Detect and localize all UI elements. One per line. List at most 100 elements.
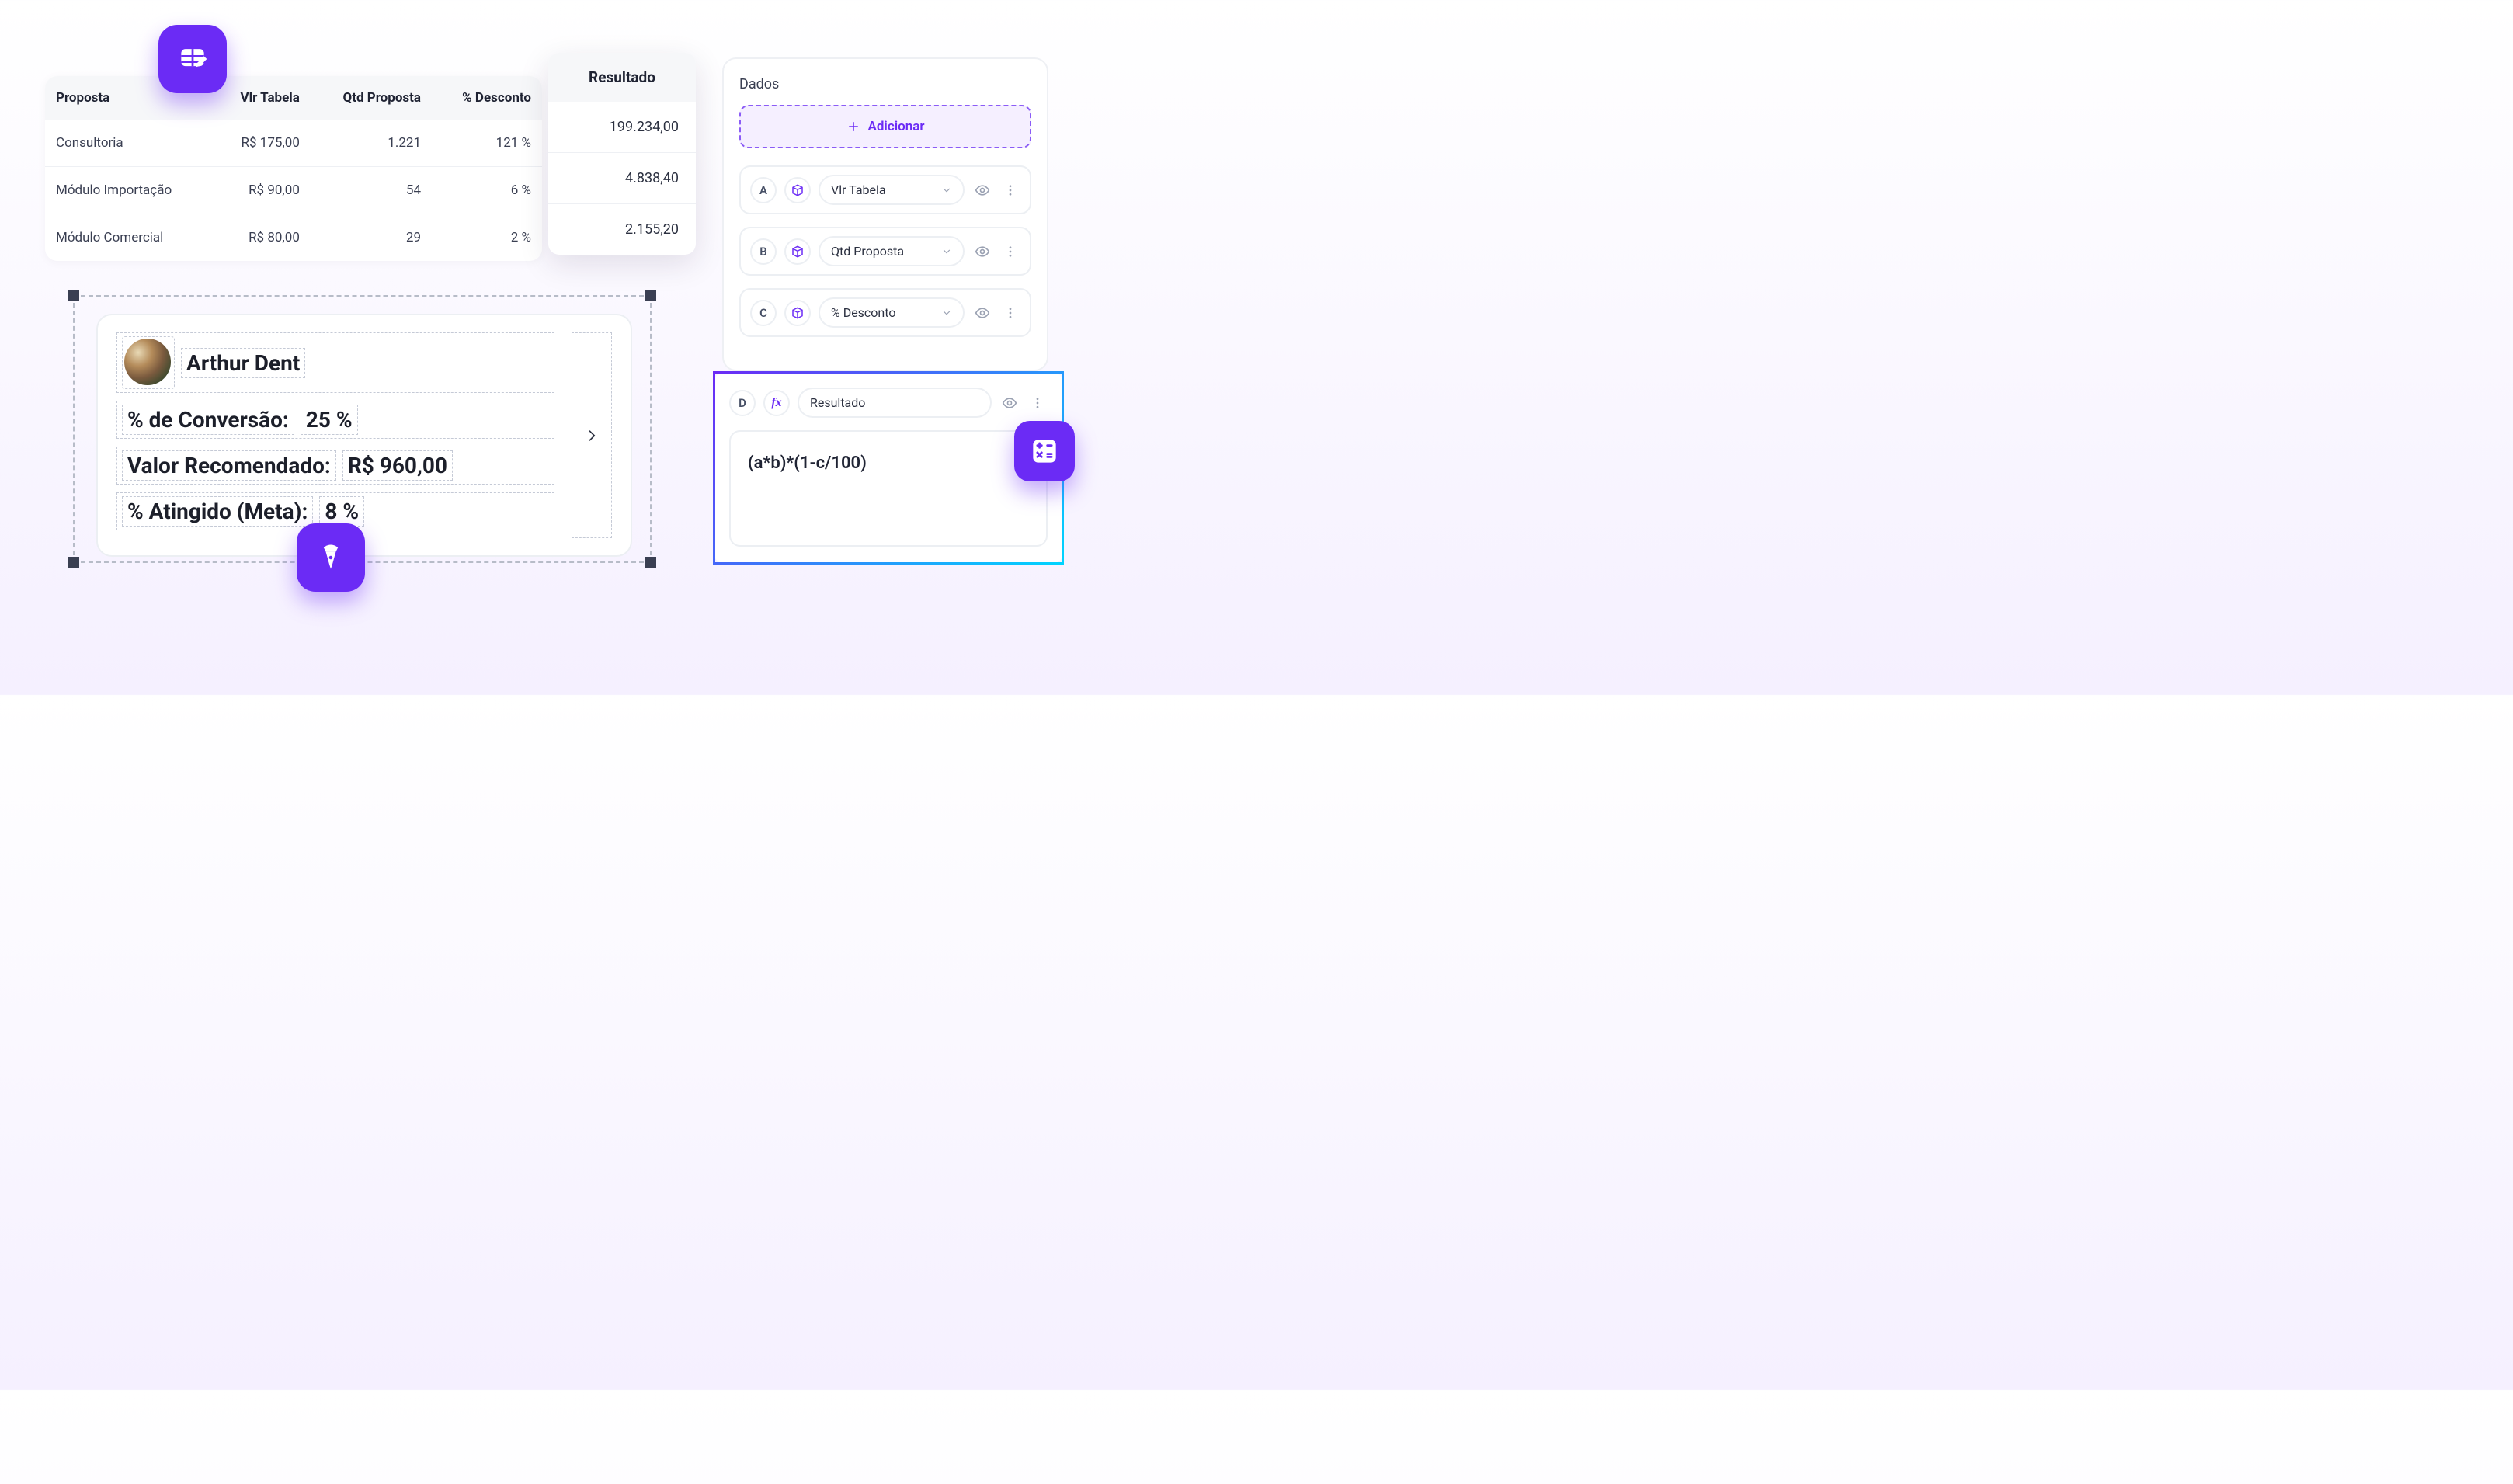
variable-select[interactable]: Vlr Tabela	[819, 175, 965, 205]
col-vlr-tabela: Vlr Tabela	[212, 76, 311, 120]
variable-select-label: % Desconto	[831, 305, 895, 320]
pen-badge	[297, 523, 365, 592]
table-header-row: Proposta Vlr Tabela Qtd Proposta % Desco…	[45, 76, 542, 120]
variable-select[interactable]: % Desconto	[819, 297, 965, 328]
card-stat-row: Valor Recomendado: R$ 960,00	[116, 447, 554, 485]
resultado-header: Resultado	[548, 53, 696, 102]
calc-badge	[1014, 421, 1075, 481]
more-menu[interactable]	[1027, 393, 1048, 413]
variable-letter: C	[750, 300, 777, 326]
avatar	[124, 339, 171, 385]
col-qtd-proposta: Qtd Proposta	[311, 76, 432, 120]
resultado-cell: 4.838,40	[548, 153, 696, 204]
more-menu[interactable]	[1000, 242, 1020, 262]
chevron-down-icon	[941, 308, 952, 318]
cell-vlr: R$ 80,00	[212, 214, 311, 262]
visibility-toggle[interactable]	[972, 242, 992, 262]
stat-label: Valor Recomendado:	[122, 450, 336, 481]
eye-icon	[975, 244, 990, 259]
chevron-down-icon	[941, 246, 952, 257]
card-expand-button[interactable]	[572, 332, 612, 538]
pen-nib-icon	[314, 540, 348, 575]
avatar-container	[122, 336, 175, 389]
formula-name-label: Resultado	[810, 395, 865, 410]
formula-name-input[interactable]: Resultado	[798, 388, 992, 418]
data-variable-row[interactable]: B Qtd Proposta	[739, 227, 1031, 276]
cell-desc: 6 %	[432, 167, 542, 214]
formula-expression-input[interactable]: (a*b)*(1-c/100)	[729, 430, 1048, 547]
variable-select-label: Vlr Tabela	[831, 182, 886, 197]
card-stat-row: % de Conversão: 25 %	[116, 401, 554, 439]
cell-proposta: Consultoria	[45, 120, 212, 167]
formula-letter: D	[729, 390, 756, 416]
variable-letter: A	[750, 177, 777, 203]
resultado-cell: 2.155,20	[548, 204, 696, 255]
eye-icon	[975, 182, 990, 198]
resize-handle-tl[interactable]	[68, 290, 79, 301]
cell-proposta: Módulo Comercial	[45, 214, 212, 262]
more-vertical-icon	[1031, 396, 1044, 410]
data-variable-row[interactable]: A Vlr Tabela	[739, 165, 1031, 214]
stat-label: % Atingido (Meta):	[122, 496, 313, 527]
formula-panel[interactable]: D fx Resultado (a*b)*(1-c/100)	[713, 371, 1064, 565]
cell-proposta: Módulo Importação	[45, 167, 212, 214]
card-selection-frame[interactable]: Arthur Dent % de Conversão: 25 % Valor R…	[73, 295, 652, 563]
cell-vlr: R$ 175,00	[212, 120, 311, 167]
adicionar-label: Adicionar	[868, 119, 925, 134]
table-row[interactable]: Módulo Comercial R$ 80,00 29 2 %	[45, 214, 542, 262]
eye-icon	[975, 305, 990, 321]
card-name-row: Arthur Dent	[116, 332, 554, 393]
resize-handle-tr[interactable]	[645, 290, 656, 301]
more-menu[interactable]	[1000, 180, 1020, 200]
cell-qtd: 29	[311, 214, 432, 262]
more-vertical-icon	[1003, 306, 1017, 320]
stat-value: 8 %	[319, 496, 364, 527]
fx-chip: fx	[763, 390, 790, 416]
cell-desc: 2 %	[432, 214, 542, 262]
col-desconto: % Desconto	[432, 76, 542, 120]
eye-icon	[1002, 395, 1017, 411]
visibility-toggle[interactable]	[999, 393, 1020, 413]
cell-qtd: 54	[311, 167, 432, 214]
proposals-table-container: Proposta Vlr Tabela Qtd Proposta % Desco…	[45, 76, 542, 261]
variable-select-label: Qtd Proposta	[831, 244, 904, 259]
more-menu[interactable]	[1000, 303, 1020, 323]
table-edit-icon	[176, 42, 210, 76]
formula-expression: (a*b)*(1-c/100)	[748, 454, 867, 473]
table-row[interactable]: Consultoria R$ 175,00 1.221 121 %	[45, 120, 542, 167]
resultado-cell: 199.234,00	[548, 102, 696, 153]
adicionar-button[interactable]: Adicionar	[739, 105, 1031, 148]
variable-select[interactable]: Qtd Proposta	[819, 236, 965, 266]
resize-handle-br[interactable]	[645, 557, 656, 568]
table-edit-badge	[158, 25, 227, 93]
cube-icon	[791, 183, 805, 197]
more-vertical-icon	[1003, 183, 1017, 197]
calculator-icon	[1027, 434, 1062, 468]
person-name: Arthur Dent	[181, 348, 305, 378]
chevron-down-icon	[941, 185, 952, 196]
data-variable-row[interactable]: C % Desconto	[739, 288, 1031, 337]
chevron-right-icon	[584, 428, 600, 443]
dados-title: Dados	[739, 76, 1031, 92]
more-vertical-icon	[1003, 245, 1017, 259]
stat-value: R$ 960,00	[342, 450, 453, 481]
person-summary-card[interactable]: Arthur Dent % de Conversão: 25 % Valor R…	[96, 314, 632, 557]
resultado-column: Resultado 199.234,00 4.838,40 2.155,20	[548, 53, 696, 255]
cube-icon	[791, 245, 805, 259]
stat-value: 25 %	[301, 405, 358, 435]
formula-head: D fx Resultado	[729, 388, 1048, 418]
variable-type-chip	[784, 300, 811, 326]
resize-handle-bl[interactable]	[68, 557, 79, 568]
visibility-toggle[interactable]	[972, 303, 992, 323]
variable-type-chip	[784, 177, 811, 203]
cell-vlr: R$ 90,00	[212, 167, 311, 214]
visibility-toggle[interactable]	[972, 180, 992, 200]
cell-qtd: 1.221	[311, 120, 432, 167]
plus-icon	[846, 120, 860, 134]
variable-type-chip	[784, 238, 811, 265]
table-row[interactable]: Módulo Importação R$ 90,00 54 6 %	[45, 167, 542, 214]
variable-letter: B	[750, 238, 777, 265]
card-body: Arthur Dent % de Conversão: 25 % Valor R…	[116, 332, 554, 538]
dados-panel: Dados Adicionar A Vlr Tabela	[722, 57, 1048, 371]
proposals-table: Proposta Vlr Tabela Qtd Proposta % Desco…	[45, 76, 542, 261]
